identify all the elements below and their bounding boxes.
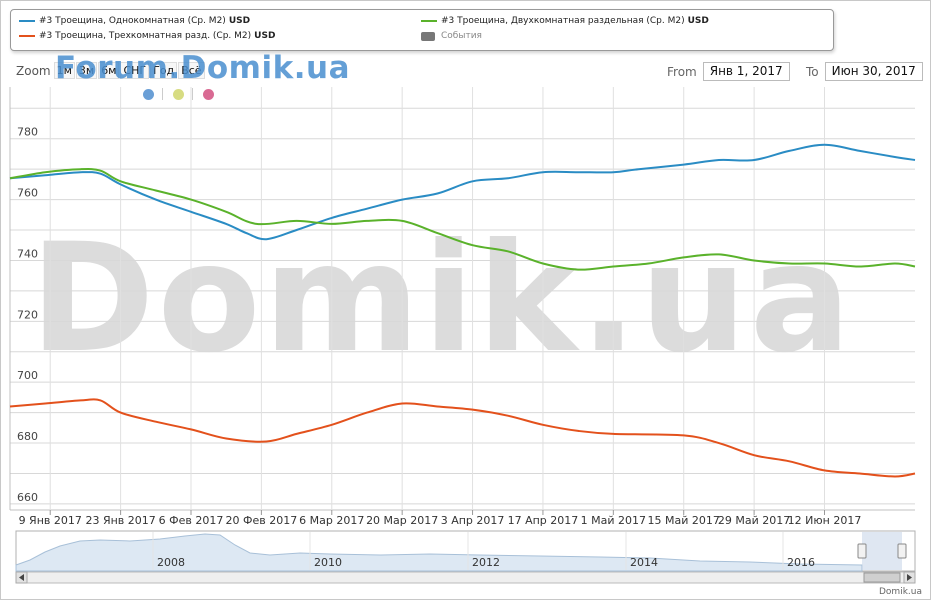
- legend-swatch: [421, 20, 437, 22]
- navigator-handle-right[interactable]: [897, 543, 907, 559]
- marker-dot-yellow[interactable]: [173, 88, 184, 100]
- zoom-button-3m[interactable]: 3м: [75, 62, 98, 79]
- range-from: From Янв 1, 2017: [667, 62, 790, 81]
- navigator-year-label: 2012: [472, 556, 500, 569]
- from-date-input[interactable]: Янв 1, 2017: [702, 62, 790, 81]
- zoom-label: Zoom: [16, 63, 51, 78]
- legend-events-label: События: [441, 31, 482, 41]
- legend-label: #3 Троещина, Однокомнатная (Ср. М2): [39, 16, 226, 26]
- legend-unit: USD: [228, 16, 251, 26]
- navigator-year-label: 2010: [314, 556, 342, 569]
- zoom-button-6m[interactable]: 6м: [98, 62, 120, 79]
- legend-swatch: [19, 35, 35, 37]
- range-to: To Июн 30, 2017: [806, 62, 923, 81]
- legend-unit: USD: [687, 16, 709, 26]
- legend-label: #3 Троещина, Двухкомнатная раздельная (С…: [441, 16, 685, 26]
- marker-separator: [162, 88, 163, 100]
- navigator-area: [15, 533, 863, 572]
- zoom-button-all[interactable]: Всё: [178, 62, 205, 79]
- legend-label: #3 Троещина, Трехкомнатная разд. (Ср. М2…: [39, 31, 252, 41]
- to-date-input[interactable]: Июн 30, 2017: [824, 62, 923, 81]
- zoom-button-1y[interactable]: Год: [150, 62, 178, 79]
- zoom-bar: Zoom 1м 3м 6м СНГ Год Всё: [16, 62, 206, 79]
- marker-dot-pink[interactable]: [203, 88, 214, 100]
- to-label: To: [806, 64, 819, 79]
- legend-item-events[interactable]: События: [421, 31, 482, 41]
- arrow-left-icon: [19, 574, 24, 581]
- arrow-right-icon: [907, 574, 912, 581]
- legend-swatch: [19, 20, 35, 22]
- marker-separator: [192, 88, 193, 100]
- zoom-button-1m[interactable]: 1м: [53, 62, 75, 79]
- from-label: From: [667, 64, 697, 79]
- forum-watermark: Forum.Domik.ua: [55, 50, 350, 86]
- legend-item-1room[interactable]: #3 Троещина, Однокомнатная (Ср. М2) USD: [19, 16, 250, 26]
- legend-unit: USD: [254, 31, 276, 41]
- legend-item-3room[interactable]: #3 Троещина, Трехкомнатная разд. (Ср. М2…: [19, 31, 275, 41]
- legend: #3 Троещина, Однокомнатная (Ср. М2) USD …: [10, 9, 834, 51]
- legend-item-2room[interactable]: #3 Троещина, Двухкомнатная раздельная (С…: [421, 16, 709, 26]
- navigator-year-label: 2008: [157, 556, 185, 569]
- events-swatch: [421, 31, 435, 41]
- footer-credit: Domik.ua: [879, 587, 922, 597]
- marker-dot-blue[interactable]: [143, 88, 154, 100]
- zoom-button-ytd[interactable]: СНГ: [120, 62, 150, 79]
- series-markers: [143, 88, 222, 100]
- navigator-year-label: 2014: [630, 556, 658, 569]
- scrollbar-thumb[interactable]: [863, 572, 901, 583]
- scrollbar-track[interactable]: [15, 571, 916, 584]
- navigator-selection[interactable]: [862, 532, 902, 570]
- navigator-year-label: 2016: [787, 556, 815, 569]
- navigator-handle-left[interactable]: [857, 543, 867, 559]
